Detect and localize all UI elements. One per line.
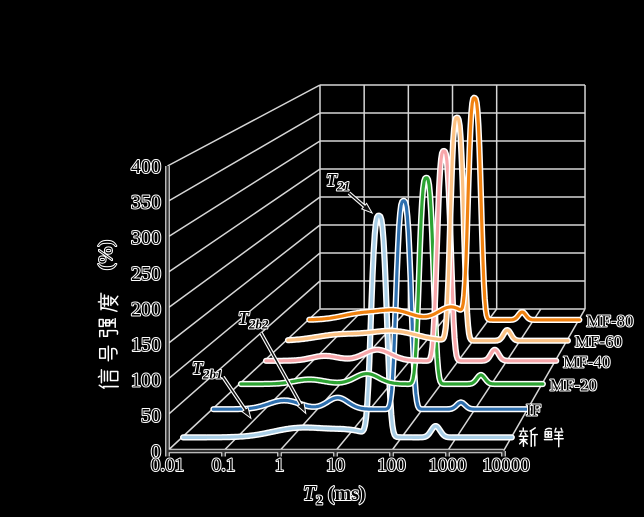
svg-text:IF: IF: [526, 401, 541, 420]
svg-text:1000: 1000: [429, 455, 467, 476]
svg-text:MF-20: MF-20: [550, 375, 597, 394]
svg-text:MF-80: MF-80: [586, 311, 633, 330]
svg-text:200: 200: [131, 298, 161, 320]
svg-text:50: 50: [141, 405, 161, 427]
svg-text:MF-60: MF-60: [575, 332, 622, 351]
svg-text:10: 10: [326, 455, 345, 476]
svg-text:0.01: 0.01: [151, 455, 184, 476]
svg-text:(%): (%): [95, 240, 117, 270]
svg-text:100: 100: [377, 455, 406, 476]
svg-text:10000: 10000: [482, 455, 530, 476]
svg-text:1: 1: [275, 455, 285, 476]
svg-text:300: 300: [131, 227, 161, 249]
svg-text:400: 400: [131, 156, 161, 178]
svg-text:T21: T21: [326, 170, 350, 194]
svg-text:250: 250: [131, 263, 161, 285]
svg-text:MF-40: MF-40: [563, 352, 610, 371]
svg-text:T2 (ms): T2 (ms): [303, 481, 366, 509]
svg-text:150: 150: [131, 334, 161, 356]
svg-text:100: 100: [131, 370, 161, 392]
svg-text:0.1: 0.1: [212, 455, 236, 476]
svg-text:0: 0: [151, 441, 161, 463]
svg-text:350: 350: [131, 192, 161, 214]
